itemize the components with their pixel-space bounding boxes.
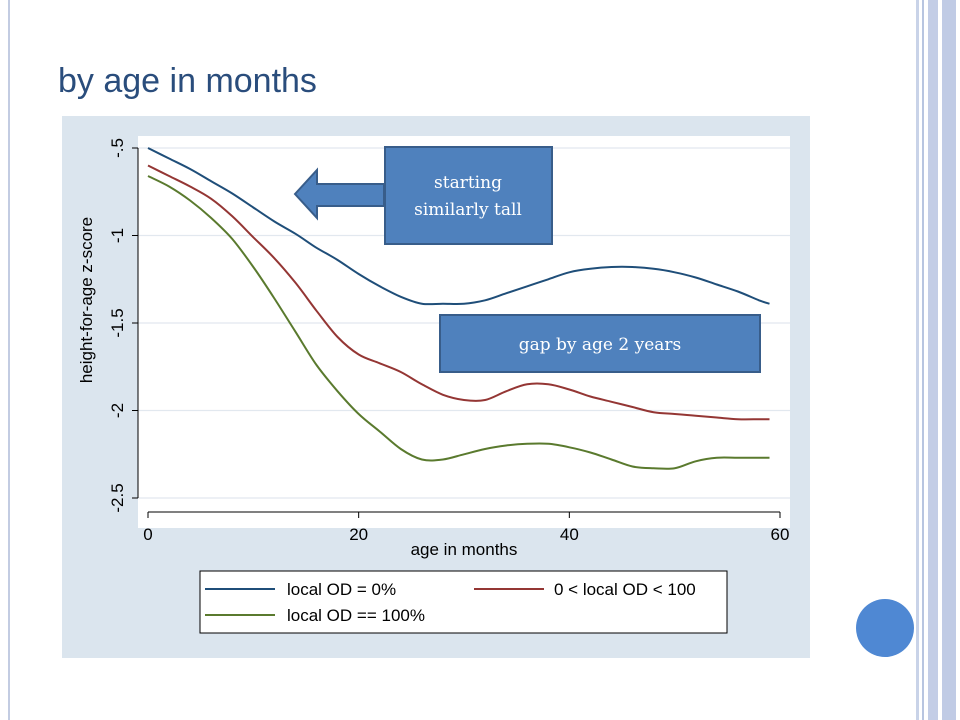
x-tick-label: 40 — [560, 525, 579, 544]
line-chart: -.5 -1 -1.5 -2 -2.5 0 20 40 60 age in months hei… — [77, 136, 790, 634]
callout-starting-line2: similarly tall — [414, 200, 522, 220]
legend-label-1: 0 < local OD < 100 — [554, 580, 696, 599]
callout-starting-line1: starting — [434, 173, 502, 193]
legend-box — [199, 570, 728, 634]
x-tick-label: 20 — [349, 525, 368, 544]
callout-gap-box — [439, 314, 761, 373]
y-tick-label: -2.5 — [108, 483, 127, 512]
series-line-1 — [147, 164, 770, 421]
y-tick-label: -1 — [108, 228, 127, 243]
y-tick-label: -2 — [108, 403, 127, 418]
x-tick-label: 0 — [143, 525, 152, 544]
slide-left-border — [0, 0, 10, 720]
series-line-0 — [147, 147, 770, 306]
chart-panel: -.5 -1 -1.5 -2 -2.5 0 20 40 60 age in months hei… — [62, 116, 810, 658]
callout-gap-text: gap by age 2 years — [519, 335, 682, 355]
x-tick-label: 60 — [771, 525, 790, 544]
callout-gap: gap by age 2 years — [439, 314, 761, 373]
x-axis-label: age in months — [411, 540, 518, 559]
accent-circle — [856, 599, 914, 657]
y-tick-label: -1.5 — [108, 308, 127, 337]
callout-starting-box — [384, 146, 553, 245]
y-axis-label: height-for-age z-score — [77, 217, 96, 383]
legend-label-2: local OD == 100% — [287, 606, 425, 625]
y-tick-label: -.5 — [108, 138, 127, 158]
callout-starting: starting similarly tall — [293, 146, 553, 245]
series-lines — [147, 147, 770, 470]
series-line-2 — [147, 175, 770, 470]
slide-title: by age in months — [58, 62, 317, 100]
legend-label-0: local OD = 0% — [287, 580, 396, 599]
slide-right-stripes — [916, 0, 960, 720]
legend: local OD = 0% 0 < local OD < 100 local O… — [199, 570, 728, 634]
axes: -.5 -1 -1.5 -2 -2.5 0 20 40 60 — [108, 138, 789, 544]
